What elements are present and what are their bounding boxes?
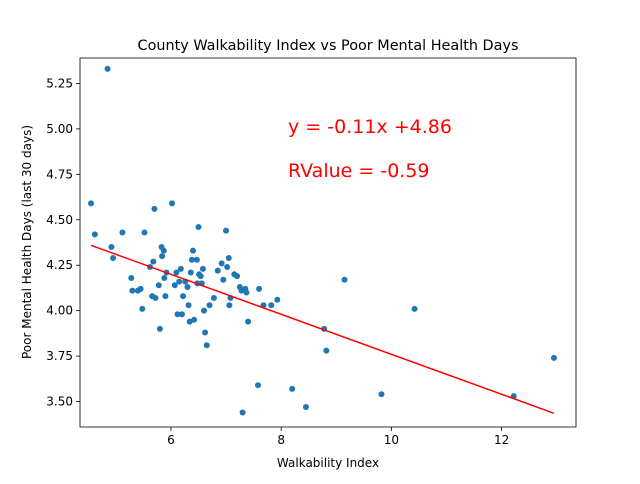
x-tick-label-0: 6: [167, 433, 175, 447]
data-point-25: [169, 200, 176, 207]
data-point-3: [108, 244, 115, 251]
data-point-39: [189, 247, 196, 254]
data-point-16: [152, 294, 159, 301]
data-point-23: [162, 293, 169, 300]
data-point-9: [137, 285, 144, 292]
data-point-14: [150, 258, 157, 265]
data-point-62: [234, 273, 241, 280]
data-point-56: [223, 227, 230, 234]
data-point-26: [171, 282, 178, 289]
data-point-6: [128, 274, 135, 281]
x-tick-label-1: 8: [277, 433, 285, 447]
data-point-35: [185, 302, 192, 309]
data-point-7: [129, 287, 136, 294]
data-point-50: [203, 342, 210, 349]
data-point-75: [302, 404, 309, 410]
y-axis: 3.50 3.75 4.00 4.25 4.50 4.75 5.00 5.25: [46, 76, 80, 409]
data-point-80: [411, 305, 418, 312]
data-point-15: [151, 205, 158, 212]
chart-title: County Walkability Index vs Poor Mental …: [138, 38, 519, 54]
data-point-68: [245, 318, 252, 325]
rvalue-annotation: RValue = -0.59: [288, 160, 430, 182]
data-point-72: [268, 302, 275, 309]
y-axis-label: Poor Mental Health Days (last 30 days): [20, 125, 34, 359]
data-point-54: [218, 260, 225, 267]
data-point-27: [173, 269, 180, 276]
y-tick-label-2: 4.00: [46, 304, 73, 318]
data-point-57: [224, 264, 231, 271]
y-tick-label-3: 4.25: [46, 258, 73, 272]
data-point-45: [197, 273, 204, 280]
regression-equation-annotation: y = -0.11x +4.86: [288, 116, 452, 138]
data-point-73: [274, 296, 281, 303]
y-tick-label-1: 3.75: [46, 349, 73, 363]
data-point-22: [161, 274, 168, 281]
data-point-52: [210, 294, 217, 301]
x-tick-label-2: 10: [384, 433, 399, 447]
data-point-77: [323, 347, 330, 354]
data-point-67: [243, 289, 250, 296]
data-point-58: [225, 254, 232, 261]
data-point-43: [195, 224, 202, 231]
data-point-21: [160, 247, 167, 254]
regression-layer: [90, 244, 555, 414]
data-point-48: [201, 307, 207, 314]
x-axis: 6 8 10 12: [167, 427, 509, 447]
regression-line: [90, 244, 555, 414]
data-point-51: [206, 302, 213, 309]
data-point-0: [88, 200, 95, 207]
data-point-11: [141, 229, 148, 236]
y-tick-label-5: 4.75: [46, 167, 73, 181]
data-point-32: [180, 293, 187, 300]
data-point-69: [255, 382, 262, 389]
data-point-55: [220, 276, 227, 283]
data-point-65: [239, 409, 246, 416]
y-tick-label-4: 4.50: [46, 213, 73, 227]
data-point-47: [199, 265, 206, 272]
y-tick-label-7: 5.25: [46, 76, 73, 90]
data-point-17: [155, 282, 162, 289]
data-point-2: [104, 65, 111, 72]
y-tick-label-0: 3.50: [46, 395, 73, 409]
data-point-1: [91, 231, 98, 238]
data-point-82: [550, 354, 557, 361]
data-point-70: [256, 285, 263, 292]
data-point-20: [159, 253, 166, 260]
data-point-78: [341, 276, 348, 283]
data-point-49: [202, 329, 209, 336]
data-point-4: [110, 254, 117, 261]
data-point-59: [226, 302, 233, 309]
data-point-31: [178, 311, 185, 318]
data-point-40: [191, 316, 198, 323]
y-tick-label-6: 5.00: [46, 122, 73, 136]
data-point-18: [156, 325, 163, 332]
data-point-53: [214, 267, 221, 274]
plot-area: [79, 57, 577, 428]
data-point-10: [139, 305, 146, 312]
data-point-79: [378, 391, 385, 398]
data-point-34: [184, 284, 191, 291]
data-point-74: [289, 385, 296, 392]
data-point-38: [188, 256, 195, 263]
x-axis-label: Walkability Index: [277, 456, 379, 470]
data-point-5: [119, 229, 126, 236]
data-point-29: [176, 278, 183, 285]
data-point-41: [193, 256, 200, 263]
x-tick-label-3: 12: [494, 433, 509, 447]
data-point-30: [177, 265, 184, 272]
data-point-28: [174, 311, 181, 318]
plot-frame: [79, 57, 577, 428]
data-point-37: [187, 269, 194, 276]
